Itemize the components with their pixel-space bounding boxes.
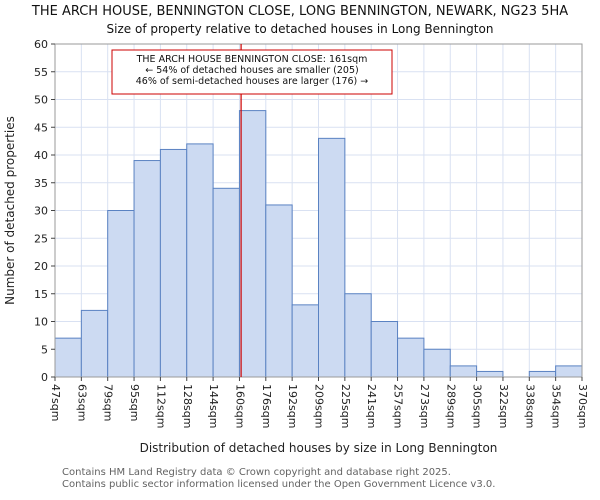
annotation-line-1: THE ARCH HOUSE BENNINGTON CLOSE: 161sqm: [136, 54, 368, 65]
x-tick-label: 47sqm: [49, 384, 62, 421]
bar: [107, 210, 135, 378]
bar: [423, 348, 451, 378]
bar: [80, 309, 109, 378]
bar: [397, 337, 425, 378]
x-tick-label: 273sqm: [418, 384, 431, 428]
y-tick-label: 20: [34, 260, 48, 273]
y-axis-title: Number of detached properties: [3, 116, 17, 305]
annotation-line-2: ← 54% of detached houses are smaller (20…: [145, 65, 358, 76]
y-tick-label: 55: [34, 66, 48, 79]
y-tick-label: 35: [34, 177, 48, 190]
x-tick-label: 192sqm: [286, 384, 299, 428]
x-axis-title: Distribution of detached houses by size …: [140, 441, 498, 455]
x-tick-label: 370sqm: [576, 384, 589, 428]
bar: [186, 143, 214, 378]
x-tick-label: 289sqm: [444, 384, 457, 428]
x-tick-label: 128sqm: [181, 384, 194, 428]
chart-canvas: THE ARCH HOUSE BENNINGTON CLOSE: 161sqm←…: [3, 38, 589, 455]
y-tick-label: 30: [34, 205, 48, 218]
footer-attribution: Contains HM Land Registry data © Crown c…: [62, 467, 495, 491]
bar: [133, 160, 161, 378]
bar: [318, 137, 346, 378]
x-tick-label: 144sqm: [207, 384, 220, 428]
x-tick-label: 112sqm: [154, 384, 167, 428]
x-tick-label: 63sqm: [75, 384, 88, 421]
x-tick-label: 160sqm: [233, 384, 246, 428]
annotation-box: [111, 49, 393, 95]
y-tick-label: 15: [34, 288, 48, 301]
bar: [476, 370, 504, 378]
annotation-line-3: 46% of semi-detached houses are larger (…: [136, 76, 369, 87]
histogram-chart: THE ARCH HOUSE BENNINGTON CLOSE: 161sqm ←…: [0, 38, 600, 468]
y-tick-label: 0: [41, 371, 48, 384]
y-tick-label: 25: [34, 232, 48, 245]
bar: [212, 187, 240, 378]
bar: [238, 110, 267, 378]
footer-line-2: Contains public sector information licen…: [62, 479, 496, 490]
bar: [344, 293, 372, 378]
y-tick-label: 40: [34, 149, 48, 162]
bar: [449, 365, 478, 378]
x-tick-label: 225sqm: [339, 384, 352, 428]
x-tick-label: 322sqm: [497, 384, 510, 428]
bar: [555, 365, 583, 378]
chart-subtitle: Size of property relative to detached ho…: [106, 22, 494, 36]
bar: [528, 370, 557, 378]
x-tick-label: 95sqm: [128, 384, 141, 421]
bar: [265, 204, 293, 378]
y-tick-label: 5: [41, 343, 48, 356]
x-tick-label: 354sqm: [550, 384, 563, 428]
footer-line-1: Contains HM Land Registry data © Crown c…: [62, 467, 451, 478]
y-tick-label: 10: [34, 316, 48, 329]
x-tick-label: 79sqm: [102, 384, 115, 421]
x-tick-label: 305sqm: [471, 384, 484, 428]
x-tick-label: 241sqm: [365, 384, 378, 428]
bar: [370, 321, 399, 378]
y-tick-label: 50: [34, 94, 48, 107]
bar: [54, 337, 82, 378]
y-tick-label: 60: [34, 40, 48, 51]
x-tick-label: 176sqm: [260, 384, 273, 428]
bar: [291, 304, 319, 378]
x-tick-label: 209sqm: [313, 384, 326, 428]
x-tick-label: 257sqm: [392, 384, 405, 428]
bar: [159, 148, 188, 378]
x-tick-label: 338sqm: [523, 384, 536, 428]
chart-title: THE ARCH HOUSE, BENNINGTON CLOSE, LONG B…: [31, 4, 569, 19]
y-tick-label: 45: [34, 121, 48, 134]
